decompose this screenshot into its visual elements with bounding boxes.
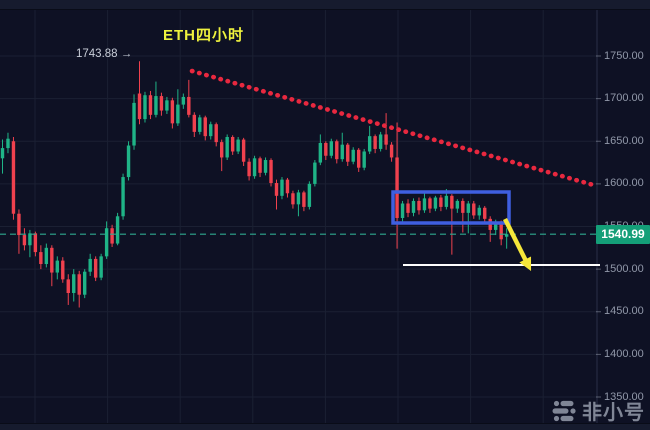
price-axis[interactable]: 1750.001700.001650.001600.001550.001500.… (597, 10, 650, 423)
consolidation-box-annotation[interactable] (391, 190, 511, 225)
y-axis-label: 1450.00 (604, 305, 644, 318)
chart-title-annotation: ETH四小时 (163, 27, 245, 44)
watermark: 非小号 (551, 396, 645, 425)
candlestick-series (0, 61, 509, 308)
y-axis-label: 1650.00 (604, 134, 644, 147)
y-axis-label: 1350.00 (604, 390, 644, 403)
time-axis-strip (0, 423, 650, 430)
grid (0, 10, 597, 423)
feixiaohao-logo-icon (552, 400, 576, 421)
watermark-text: 非小号 (582, 402, 645, 424)
y-axis-label: 1400.00 (604, 347, 644, 360)
y-axis-label: 1750.00 (604, 49, 644, 62)
current-price-tag: 1540.99 (596, 224, 650, 244)
top-toolbar-strip (0, 0, 650, 10)
y-axis-label: 1600.00 (604, 177, 644, 190)
breakdown-arrow-annotation[interactable] (502, 217, 532, 272)
y-axis-label: 1500.00 (604, 262, 644, 275)
swing-high-price-label: 1743.88 → (76, 48, 133, 60)
y-axis-label: 1700.00 (604, 92, 644, 105)
